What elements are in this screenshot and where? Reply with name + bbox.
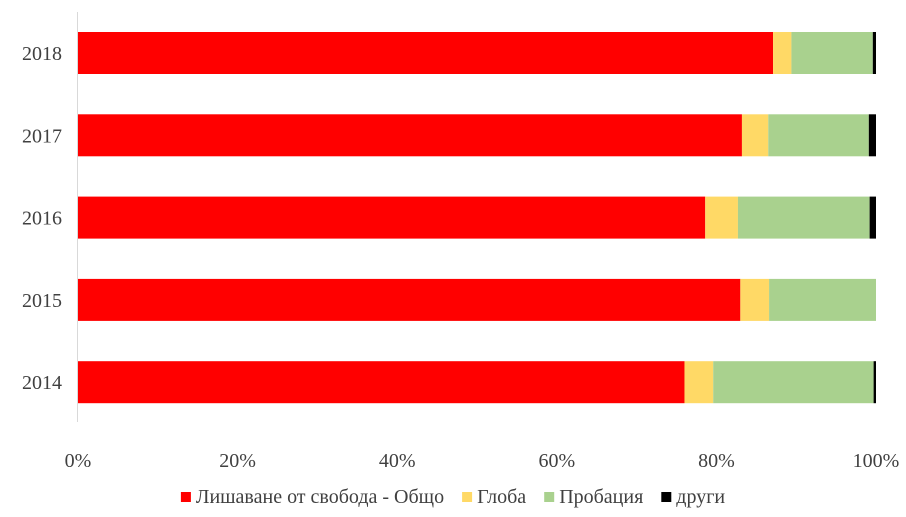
bar-segment-2018-series-0 — [78, 32, 774, 74]
bar-segment-2016-series-3 — [869, 196, 876, 239]
y-axis-tick-labels: 2018 2017 2016 2015 2014 — [22, 43, 62, 394]
y-tick-label-2016: 2016 — [22, 208, 62, 230]
x-tick-label-4: 80% — [698, 450, 735, 472]
legend-label-0: Лишаване от свобода - Общо — [196, 486, 444, 508]
legend-swatch-3 — [661, 492, 672, 502]
y-tick-label-2014: 2014 — [22, 372, 62, 394]
x-tick-label-2: 40% — [379, 450, 416, 472]
bar-segment-2014-series-1 — [684, 361, 714, 404]
bar-segment-2015-series-0 — [78, 278, 741, 321]
x-tick-label-0: 0% — [65, 450, 92, 472]
bar-segment-2014-series-0 — [78, 361, 685, 404]
x-tick-label-3: 60% — [538, 450, 575, 472]
bars-group — [78, 32, 876, 404]
bar-segment-2016-series-1 — [705, 196, 738, 239]
legend-label-3: други — [676, 486, 725, 508]
legend: Лишаване от свобода - Общо Глоба Пробация д… — [180, 486, 725, 508]
bar-segment-2016-series-0 — [78, 196, 706, 239]
legend-swatch-2 — [544, 492, 555, 502]
bar-segment-2014-series-2 — [713, 361, 874, 404]
x-axis-tick-labels: 0% 20% 40% 60% 80% 100% — [65, 450, 900, 472]
bar-segment-2017-series-1 — [741, 114, 769, 157]
legend-swatch-0 — [180, 492, 191, 502]
bar-segment-2016-series-2 — [737, 196, 870, 239]
bar-segment-2018-series-3 — [872, 32, 876, 74]
x-tick-label-1: 20% — [219, 450, 256, 472]
bar-segment-2015-series-2 — [769, 278, 876, 321]
bar-segment-2015-series-1 — [740, 278, 770, 321]
legend-label-2: Пробация — [559, 486, 643, 508]
bar-segment-2014-series-3 — [873, 361, 876, 404]
bar-segment-2018-series-1 — [773, 32, 792, 74]
x-tick-label-5: 100% — [853, 450, 900, 472]
y-tick-label-2015: 2015 — [22, 290, 62, 312]
bar-segment-2017-series-3 — [868, 114, 876, 157]
legend-swatch-1 — [462, 492, 473, 502]
bar-segment-2017-series-0 — [78, 114, 742, 157]
y-tick-label-2017: 2017 — [22, 125, 62, 147]
bar-segment-2018-series-2 — [791, 32, 873, 74]
y-tick-label-2018: 2018 — [22, 43, 62, 65]
bar-segment-2017-series-2 — [768, 114, 869, 157]
legend-label-1: Глоба — [477, 486, 526, 508]
